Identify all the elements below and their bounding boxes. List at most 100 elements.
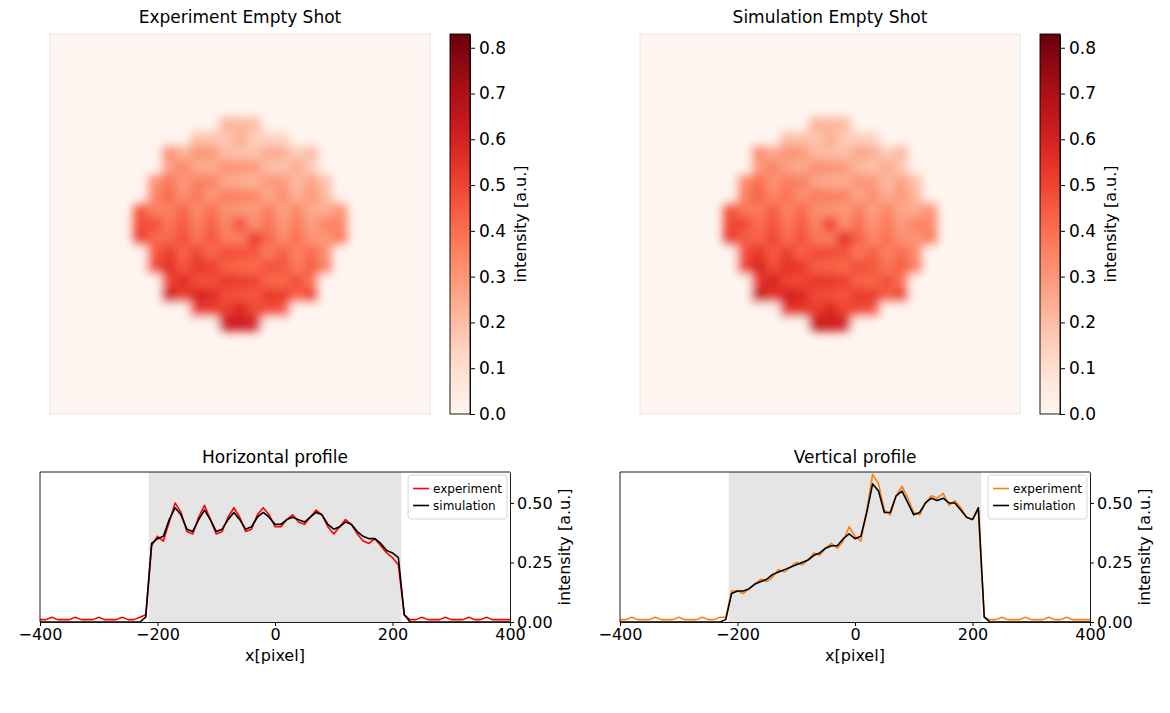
tick: 0.5 xyxy=(470,175,506,195)
tick-mark xyxy=(1060,414,1065,415)
heatmap-cell xyxy=(823,117,838,132)
tick: 0 xyxy=(850,622,860,644)
heatmap-cell xyxy=(737,131,752,146)
heatmap-cell xyxy=(261,188,276,203)
tick: 0.3 xyxy=(1060,267,1096,287)
heatmap-cell xyxy=(219,245,234,260)
heatmap-cell xyxy=(823,146,838,161)
heatmap-cell xyxy=(866,217,881,232)
heatmap-cell xyxy=(794,131,809,146)
heatmap-cell xyxy=(261,146,276,161)
title: Vertical profile xyxy=(794,447,917,467)
heatmap-cell xyxy=(261,131,276,146)
heatmap-cell xyxy=(162,260,177,275)
heatmap-cell xyxy=(333,188,348,203)
tick: 0.5 xyxy=(1060,175,1096,195)
heatmap-cell xyxy=(247,188,262,203)
heatmap-cell xyxy=(794,117,809,132)
tick-label: −400 xyxy=(19,625,63,644)
heatmap-cell xyxy=(162,146,177,161)
heatmap-cell xyxy=(752,174,767,189)
tick-mark xyxy=(1090,622,1094,623)
heatmap-cell xyxy=(809,160,824,175)
heatmap-cell xyxy=(894,188,909,203)
heatmap-cell xyxy=(894,146,909,161)
frame xyxy=(40,472,41,622)
heatmap-cell xyxy=(219,317,234,332)
heatmap-cell xyxy=(133,245,148,260)
heatmap-cell xyxy=(333,131,348,146)
heatmap-cell xyxy=(318,260,333,275)
heatmap-cell xyxy=(204,302,219,317)
heatmap-cell xyxy=(304,160,319,175)
heatmap-cell xyxy=(133,174,148,189)
heatmap-cell xyxy=(908,203,923,218)
heatmap-cell xyxy=(766,260,781,275)
heatmap-cell xyxy=(204,245,219,260)
heatmap-cell xyxy=(233,245,248,260)
heatmap-cell xyxy=(794,231,809,246)
heatmap-cell xyxy=(261,231,276,246)
series-line xyxy=(40,503,510,620)
tick: 0.00 xyxy=(510,613,553,632)
colorbar xyxy=(1040,34,1060,414)
heatmap-cell xyxy=(133,146,148,161)
heatmap-cell xyxy=(880,217,895,232)
heatmap-cell xyxy=(737,217,752,232)
heatmap-cell xyxy=(723,174,738,189)
heatmap-cell xyxy=(880,260,895,275)
heatmap-cell xyxy=(851,131,866,146)
heatmap-cell xyxy=(737,260,752,275)
heatmap-cell xyxy=(923,117,938,132)
heatmap-cell xyxy=(176,260,191,275)
heatmap-cell xyxy=(318,245,333,260)
axis: 0.00.10.20.30.40.50.60.70.8 xyxy=(470,35,506,424)
plot-area xyxy=(620,472,1090,622)
heatmap-cell xyxy=(190,260,205,275)
heatmap-cell xyxy=(908,146,923,161)
tick-mark xyxy=(1060,94,1065,95)
heatmap-cell xyxy=(147,203,162,218)
heatmap-cell xyxy=(837,245,852,260)
heatmap-cell xyxy=(261,160,276,175)
heatmap-cell xyxy=(723,288,738,303)
heatmap-cell xyxy=(794,188,809,203)
heatmap-cell xyxy=(333,231,348,246)
heatmap-cell xyxy=(247,203,262,218)
heatmap-cell xyxy=(723,131,738,146)
tick: 0.4 xyxy=(1060,221,1096,241)
heatmap-cell xyxy=(133,188,148,203)
axis: 0.000.250.50 xyxy=(1090,473,1133,632)
heatmap-cell xyxy=(219,146,234,161)
heatmap-cell xyxy=(162,302,177,317)
tick-mark xyxy=(470,414,475,415)
heatmap-cell xyxy=(923,188,938,203)
heatmap-cell xyxy=(923,317,938,332)
heatmap-cell xyxy=(318,231,333,246)
heatmap-cell xyxy=(837,146,852,161)
series-line xyxy=(620,484,1090,622)
heatmap-cell xyxy=(752,317,767,332)
heatmap-cell xyxy=(823,160,838,175)
heatmap-cell xyxy=(190,231,205,246)
heatmap-cell xyxy=(752,288,767,303)
heatmap-cell xyxy=(780,188,795,203)
heatmap-cell xyxy=(219,131,234,146)
image-background xyxy=(50,34,430,414)
tick-label: 0.4 xyxy=(1069,221,1096,241)
heatmap-cell xyxy=(851,245,866,260)
heatmap-cell xyxy=(276,117,291,132)
heatmap-cell xyxy=(851,260,866,275)
heatmap-cell xyxy=(204,217,219,232)
heatmap-cell xyxy=(147,188,162,203)
heatmap-cell xyxy=(290,146,305,161)
heatmap-cell xyxy=(737,117,752,132)
heatmap-cell xyxy=(176,288,191,303)
heatmap-cell xyxy=(766,160,781,175)
heatmap-cell xyxy=(723,160,738,175)
heatmap-cell xyxy=(233,288,248,303)
heatmap-cell xyxy=(176,160,191,175)
heatmap-cell xyxy=(923,203,938,218)
heatmap-cell xyxy=(190,245,205,260)
heatmap-cell xyxy=(780,317,795,332)
